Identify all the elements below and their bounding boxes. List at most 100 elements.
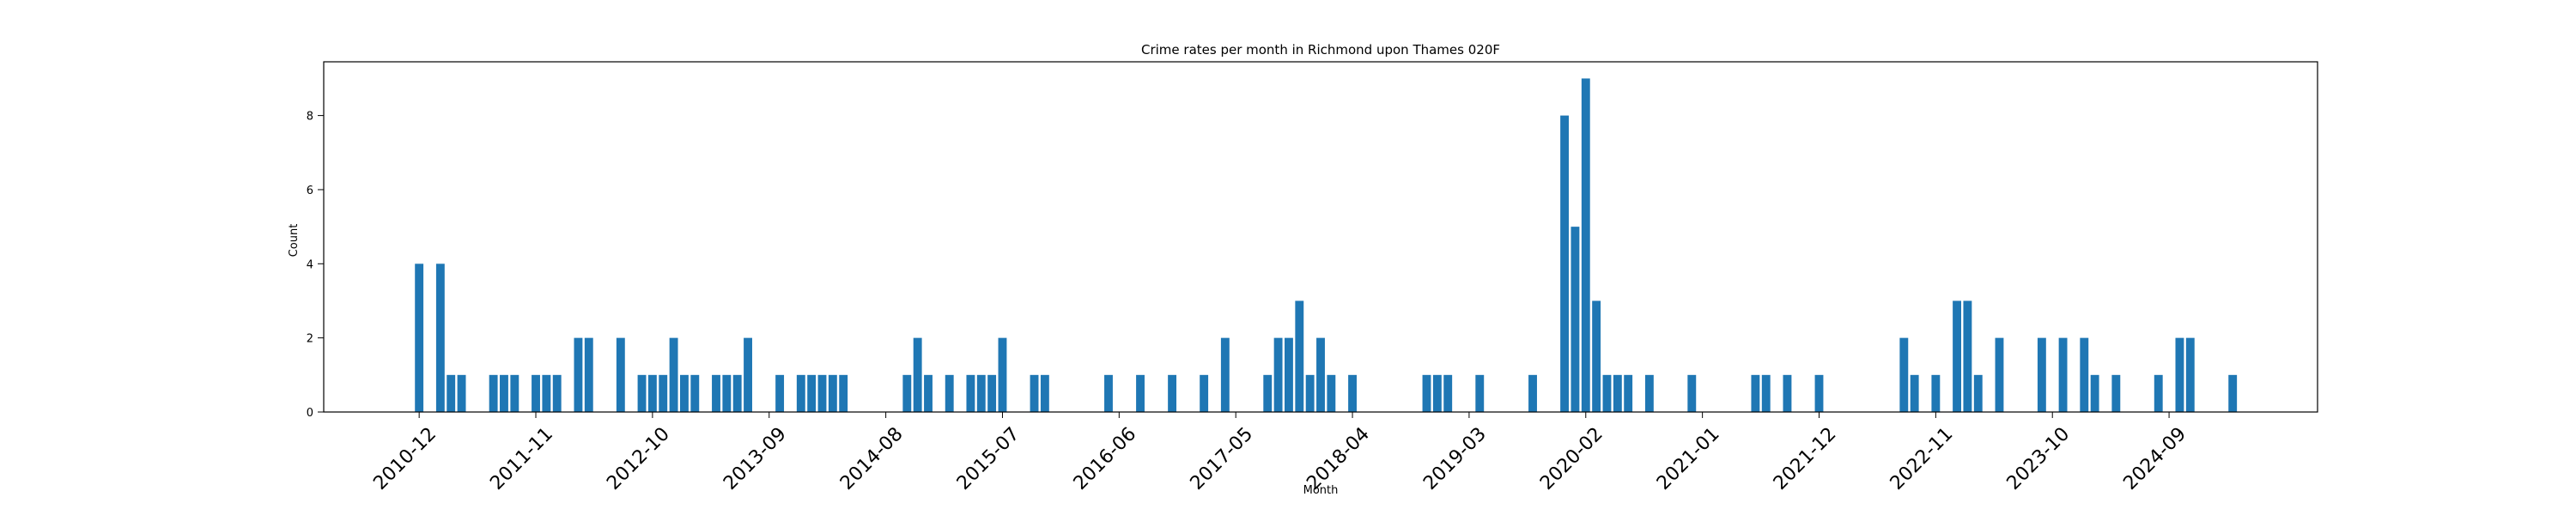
bar-2012-04 [584, 337, 593, 412]
x-tick-label: 2021-12 [1770, 423, 1841, 494]
bar-2020-05 [1613, 374, 1622, 412]
x-axis-ticks: 2010-12 2011-11 2012-10 2013-09 2014-08 2015-… [369, 412, 2190, 494]
bar-2016-05 [1104, 374, 1113, 412]
bar-2013-12 [796, 374, 805, 412]
bar-2011-12 [542, 374, 551, 412]
bar-2018-01 [1316, 337, 1325, 412]
bar-2024-11 [2185, 337, 2195, 412]
x-tick-label: 2013-09 [720, 423, 791, 494]
bar-2018-02 [1327, 374, 1336, 412]
x-tick-label: 2015-07 [953, 423, 1024, 494]
bar-2014-12 [924, 374, 933, 412]
bar-2011-08 [500, 374, 508, 412]
bar-2023-02 [1963, 300, 1972, 412]
bar-2012-07 [616, 337, 625, 412]
y-axis-ticks: 0 2 4 6 8 [307, 111, 324, 420]
bar-2023-09 [2037, 337, 2046, 412]
bar-2017-11 [1295, 300, 1304, 412]
bar-2013-06 [732, 374, 742, 412]
bar-2021-07 [1761, 374, 1771, 412]
bar-2025-03 [2228, 374, 2238, 412]
bar-2015-10 [1030, 374, 1039, 412]
bar-2023-01 [1953, 300, 1961, 412]
bar-2012-11 [659, 374, 668, 412]
x-tick-label: 2023-10 [2003, 423, 2075, 494]
bar-2020-06 [1624, 374, 1633, 412]
x-tick-label: 2024-09 [2119, 423, 2190, 494]
chart-title: Crime rates per month in Richmond upon T… [1141, 42, 1500, 58]
x-tick-label: 2011-11 [486, 423, 557, 494]
bar-2012-12 [669, 337, 678, 412]
x-tick-label: 2020-02 [1536, 423, 1607, 494]
bar-2014-02 [817, 374, 827, 412]
bar-2012-09 [637, 374, 647, 412]
bar-2024-08 [2154, 374, 2163, 412]
y-axis-label: Count [288, 224, 301, 258]
bar-2023-03 [1973, 374, 1983, 412]
x-tick-label: 2021-01 [1653, 423, 1724, 494]
bar-2021-09 [1783, 374, 1792, 412]
bar-2017-08 [1263, 374, 1273, 412]
x-tick-label: 2016-06 [1070, 423, 1141, 494]
bar-2013-01 [680, 374, 689, 412]
bar-2023-11 [2058, 337, 2068, 412]
bar-2016-08 [1136, 374, 1145, 412]
bar-2012-10 [647, 374, 657, 412]
bar-2013-02 [690, 374, 700, 412]
bar-2011-11 [532, 374, 540, 412]
bar-2014-11 [913, 337, 922, 412]
y-tick-label: 2 [307, 333, 313, 346]
x-tick-label: 2014-08 [836, 423, 908, 494]
x-tick-label: 2017-05 [1187, 423, 1258, 494]
bar-2018-12 [1432, 374, 1442, 412]
bar-2013-10 [775, 374, 785, 412]
bar-2015-05 [976, 374, 986, 412]
bar-2014-03 [828, 374, 837, 412]
bar-2024-02 [2090, 374, 2099, 412]
bar-2014-10 [902, 374, 912, 412]
x-tick-label: 2012-10 [603, 423, 674, 494]
bar-2017-12 [1305, 374, 1315, 412]
y-tick-label: 4 [307, 258, 313, 271]
y-tick-label: 6 [307, 185, 313, 197]
bar-2020-01 [1571, 227, 1580, 412]
bar-2011-09 [510, 374, 519, 412]
x-axis-label: Month [1303, 484, 1339, 497]
bar-2012-01 [552, 374, 562, 412]
bar-2015-06 [987, 374, 997, 412]
bar-2017-02 [1200, 374, 1209, 412]
bar-2016-11 [1168, 374, 1177, 412]
bar-2010-12 [415, 264, 424, 412]
bar-2024-10 [2175, 337, 2184, 412]
bar-2019-04 [1475, 374, 1485, 412]
bar-2017-09 [1273, 337, 1283, 412]
y-tick-label: 0 [307, 407, 313, 420]
bar-2015-11 [1040, 374, 1049, 412]
bar-2020-03 [1592, 300, 1601, 412]
bar-2020-02 [1581, 78, 1590, 413]
bar-2020-04 [1602, 374, 1612, 412]
bar-2014-04 [839, 374, 848, 412]
bar-2015-07 [998, 337, 1007, 412]
bar-2015-04 [966, 374, 975, 412]
bar-2011-02 [435, 264, 445, 412]
bar-2022-08 [1899, 337, 1909, 412]
bar-2013-04 [712, 374, 720, 412]
bar-2019-12 [1560, 115, 1570, 412]
bar-2021-12 [1814, 374, 1824, 412]
bar-2019-01 [1443, 374, 1453, 412]
bar-2021-06 [1751, 374, 1760, 412]
bar-2015-02 [945, 374, 954, 412]
x-tick-label: 2010-12 [369, 423, 440, 494]
bar-2017-04 [1220, 337, 1230, 412]
bar-2014-01 [807, 374, 817, 412]
bar-2018-04 [1348, 374, 1357, 412]
bar-2022-11 [1931, 374, 1941, 412]
bar-2013-05 [722, 374, 732, 412]
x-tick-label: 2019-03 [1419, 423, 1491, 494]
bar-2019-09 [1528, 374, 1537, 412]
y-tick-label: 8 [307, 111, 313, 124]
bar-series [415, 78, 2238, 413]
bar-2011-03 [447, 374, 456, 412]
bar-2020-12 [1687, 374, 1697, 412]
